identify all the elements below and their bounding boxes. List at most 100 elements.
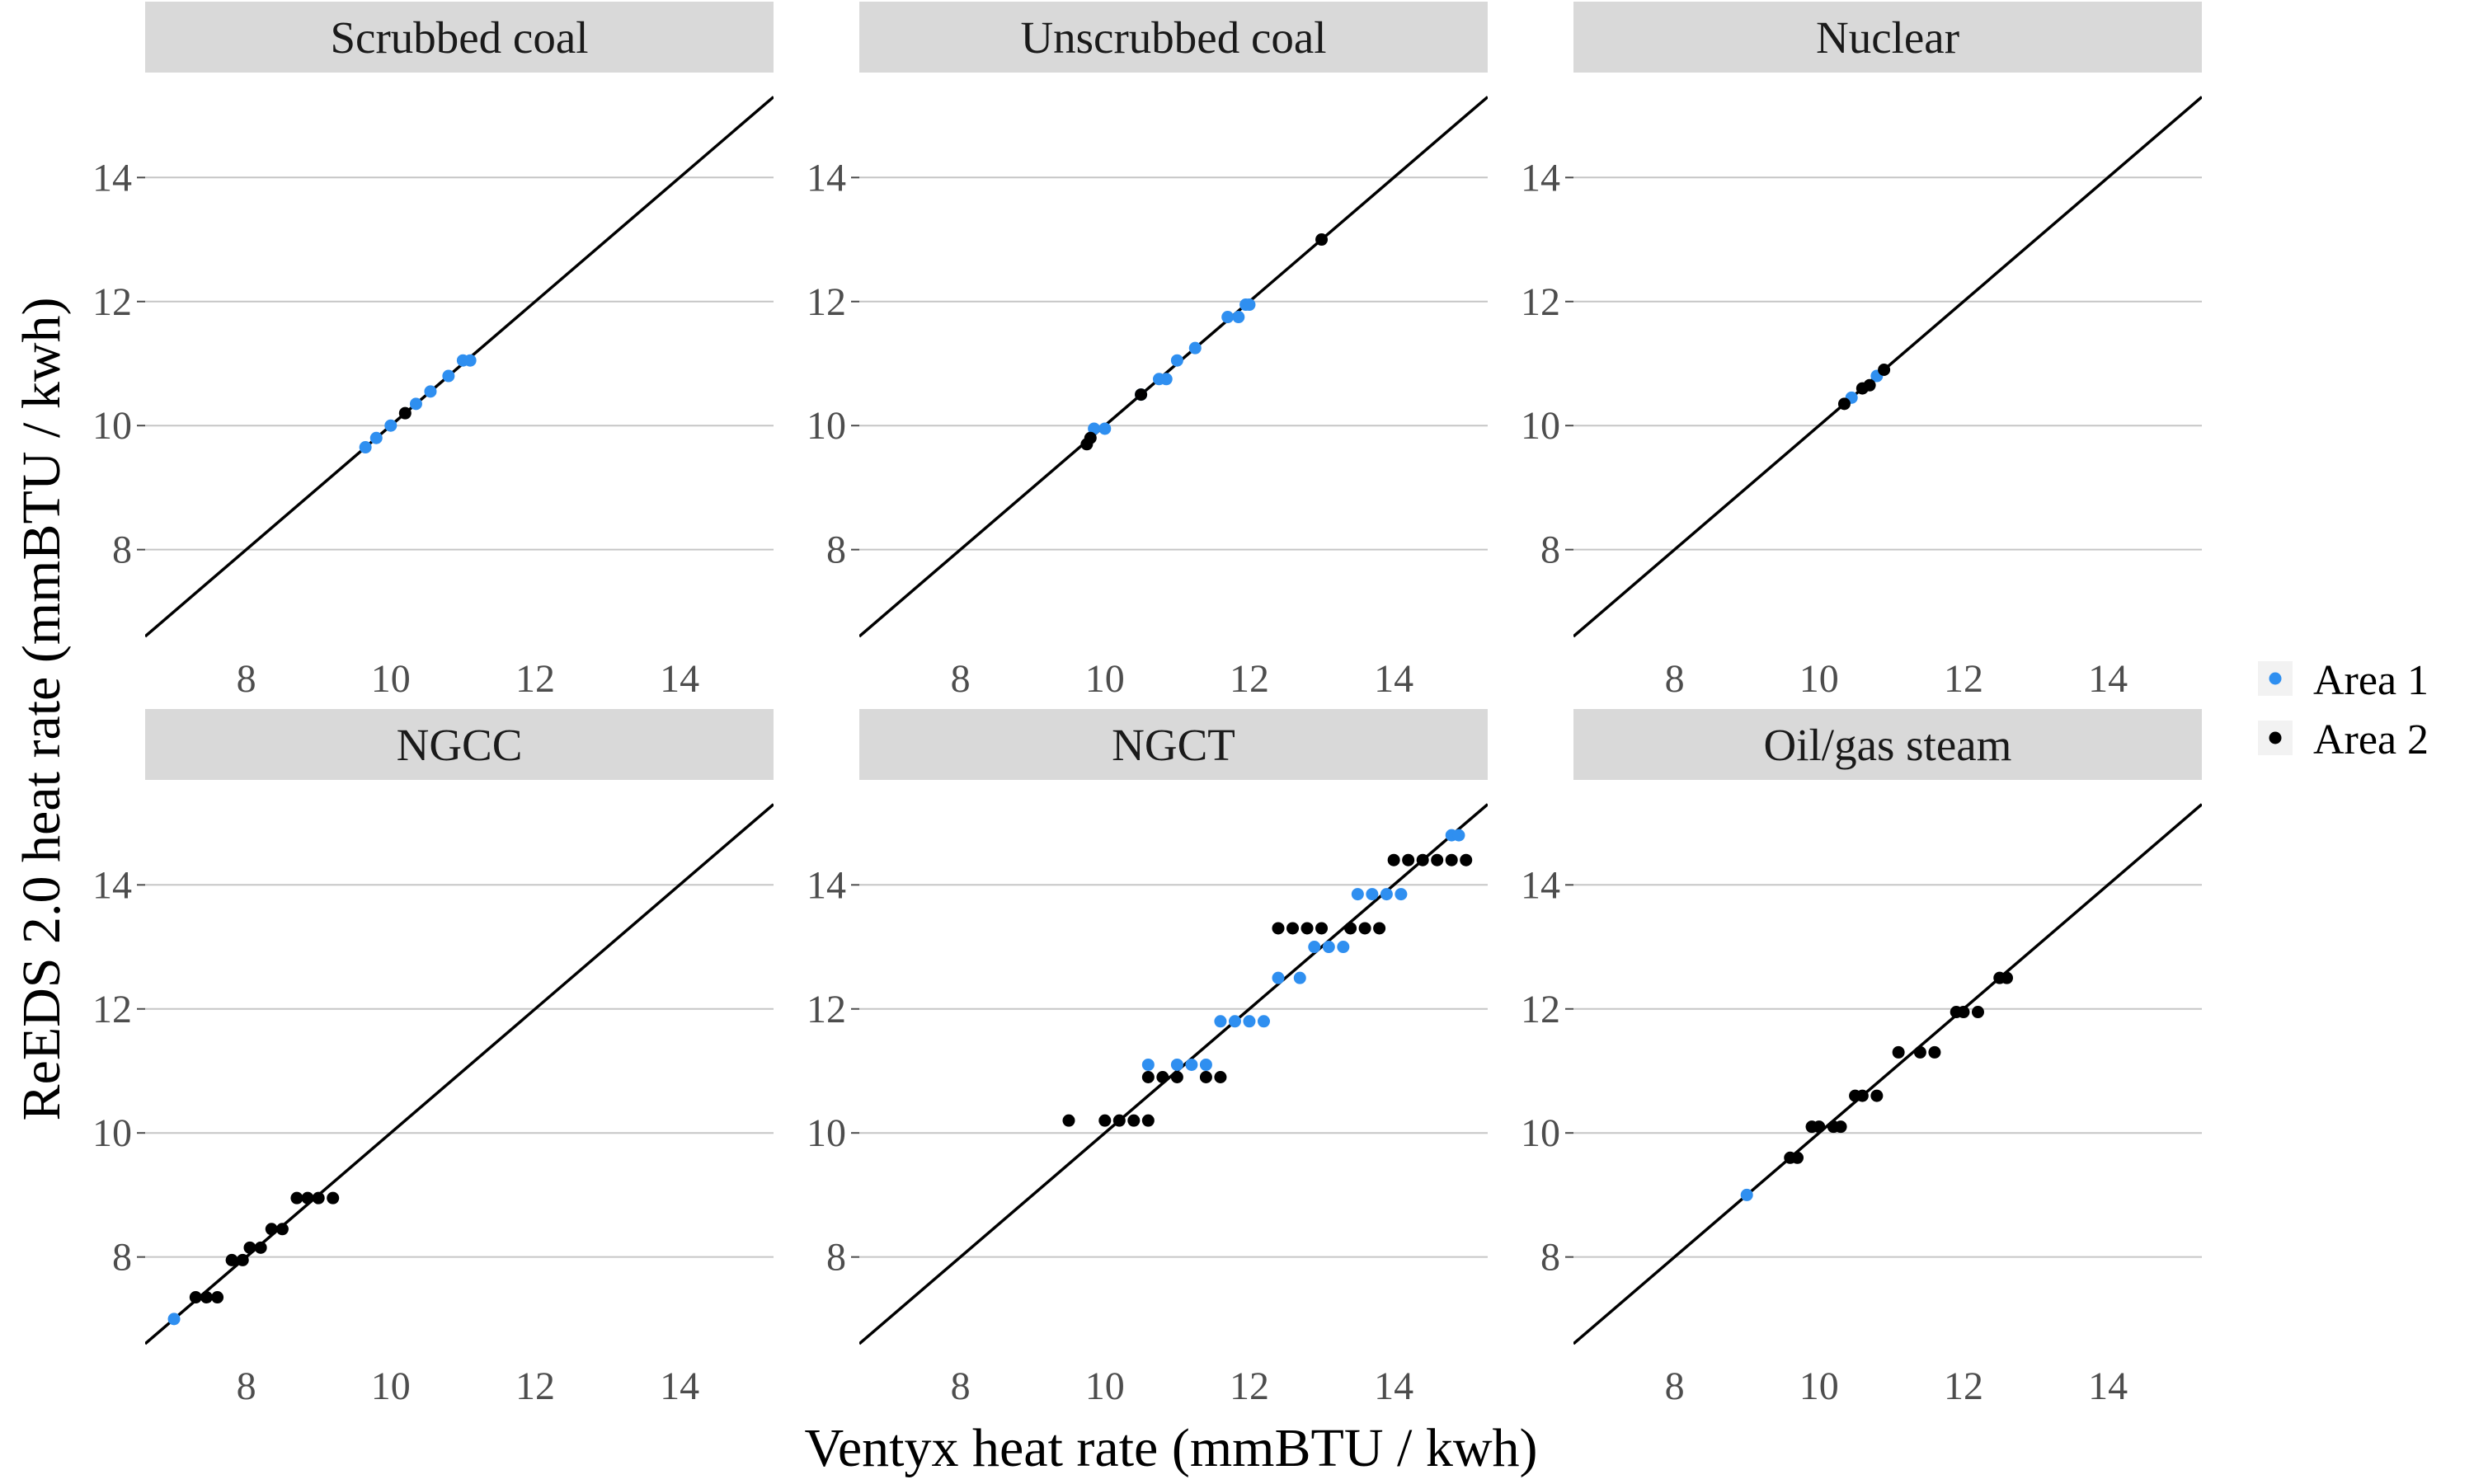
data-point: [1156, 1071, 1169, 1083]
y-tick-label: 10: [807, 1111, 846, 1155]
facet-strip-ngcc: [145, 709, 774, 780]
data-point: [1286, 922, 1300, 935]
data-point: [1813, 1120, 1826, 1134]
data-point: [1228, 1015, 1241, 1028]
data-point: [1344, 922, 1357, 935]
data-point: [167, 1313, 181, 1326]
y-tick-label: 10: [1521, 404, 1560, 448]
x-tick-label: 14: [660, 1364, 699, 1408]
panels: Scrubbed coal 8 10 12 14 8 10 12 14 Unscrubbed co…: [92, 2, 2202, 1408]
data-point: [1243, 298, 1256, 312]
data-point: [1387, 853, 1400, 866]
identity-line: [145, 803, 774, 1345]
data-point: [1928, 1045, 1941, 1059]
x-tick-label: 8: [237, 657, 256, 701]
data-point: [301, 1191, 314, 1205]
x-tick-label: 14: [660, 657, 699, 701]
panel-scrubbed-coal: Scrubbed coal 8 10 12 14 8 10 12 14: [92, 2, 774, 701]
series-area-2: [1784, 971, 2014, 1164]
x-tick-label: 10: [1085, 657, 1125, 701]
data-point: [1127, 1114, 1141, 1127]
facet-title-oil-gas-steam: Oil/gas steam: [1764, 720, 2012, 770]
data-point: [1300, 922, 1314, 935]
data-point: [1257, 1015, 1270, 1028]
facet-title-nuclear: Nuclear: [1816, 12, 1959, 63]
data-point: [1170, 1058, 1183, 1071]
data-point: [1062, 1114, 1075, 1127]
data-point: [1214, 1015, 1227, 1028]
x-tick-label: 12: [515, 1364, 555, 1408]
data-point: [1141, 1071, 1155, 1083]
data-point: [2001, 971, 2014, 984]
data-point: [1863, 378, 1876, 392]
data-point: [1878, 364, 1891, 376]
data-point: [225, 1253, 238, 1266]
identity-line: [1573, 803, 2202, 1345]
data-point: [442, 369, 455, 383]
data-point: [1141, 1114, 1155, 1127]
data-point: [424, 385, 437, 398]
data-point: [1188, 341, 1202, 355]
facet-title-unscrubbed-coal: Unscrubbed coal: [1020, 12, 1326, 63]
data-point: [409, 397, 422, 411]
data-point: [200, 1291, 213, 1304]
series-area-2: [1062, 853, 1473, 1127]
y-tick-label: 8: [112, 528, 132, 572]
facet-strip-nuclear: [1573, 2, 2202, 73]
panel-oil-gas-steam: Oil/gas steam 8 10 12 14 8 10 12 14: [1521, 709, 2202, 1408]
y-tick-label: 14: [807, 156, 846, 200]
data-point: [1170, 354, 1183, 367]
x-tick-label: 8: [1665, 657, 1685, 701]
series-area-2: [1080, 233, 1329, 451]
x-tick-label: 12: [1230, 657, 1269, 701]
data-point: [1402, 853, 1415, 866]
data-point: [275, 1223, 289, 1236]
data-point: [1112, 1114, 1126, 1127]
data-point: [1199, 1071, 1212, 1083]
y-tick-label: 10: [92, 1111, 132, 1155]
data-point: [1185, 1058, 1198, 1071]
x-tick-label: 10: [1799, 1364, 1839, 1408]
data-point: [1445, 853, 1458, 866]
data-point: [1380, 888, 1393, 901]
x-tick-label: 12: [515, 657, 555, 701]
y-tick-label: 10: [92, 404, 132, 448]
data-point: [1098, 1114, 1112, 1127]
series-area-2: [189, 1191, 340, 1304]
data-point: [1088, 422, 1101, 435]
x-tick-label: 10: [1799, 657, 1839, 701]
data-point: [1337, 941, 1350, 954]
y-tick-label: 14: [1521, 156, 1560, 200]
data-point: [243, 1241, 256, 1254]
facet-strip-scrubbed-coal: [145, 2, 774, 73]
legend-label-area-1: Area 1: [2313, 657, 2429, 704]
data-point: [312, 1191, 325, 1205]
y-tick-label: 8: [112, 1236, 132, 1280]
x-tick-label: 10: [371, 1364, 411, 1408]
data-point: [463, 354, 477, 367]
data-point: [1791, 1151, 1804, 1164]
data-point: [290, 1191, 303, 1205]
y-tick-label: 8: [1540, 528, 1560, 572]
data-point: [1135, 388, 1148, 402]
y-tick-label: 12: [1521, 988, 1560, 1031]
series-area-2: [1837, 364, 1891, 411]
y-tick-label: 10: [1521, 1111, 1560, 1155]
data-point: [1315, 233, 1329, 247]
series-area-1: [359, 354, 477, 454]
data-point: [1358, 922, 1371, 935]
facet-strip-ngct: [859, 709, 1488, 780]
data-point: [1892, 1045, 1905, 1059]
data-point: [1431, 853, 1444, 866]
facet-title-scrubbed-coal: Scrubbed coal: [330, 12, 588, 63]
data-point: [211, 1291, 224, 1304]
data-point: [1740, 1188, 1753, 1201]
data-point: [327, 1191, 340, 1205]
data-point: [1870, 1089, 1884, 1102]
x-tick-label: 12: [1944, 657, 1983, 701]
x-tick-label: 14: [2088, 1364, 2128, 1408]
series-area-2: [398, 406, 412, 420]
data-point: [1373, 922, 1386, 935]
data-point: [1315, 922, 1329, 935]
